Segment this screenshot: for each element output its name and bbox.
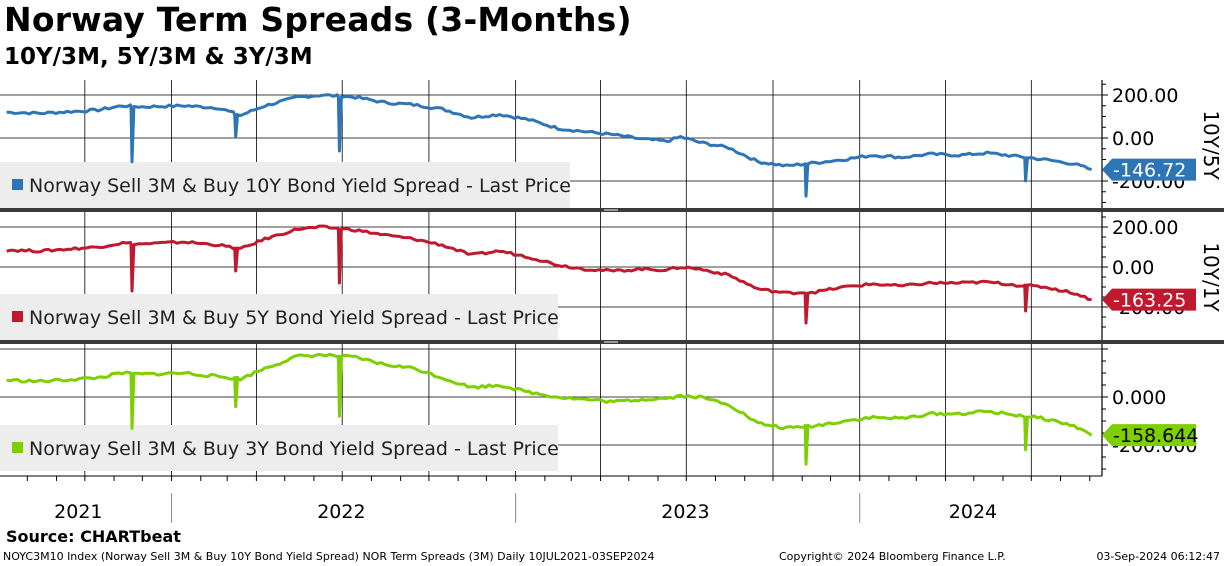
series-line bbox=[6, 224, 1092, 325]
series-line bbox=[6, 93, 1093, 198]
last-value-label: -158.644 bbox=[1113, 425, 1198, 447]
footer-index-info: NOYC3M10 Index (Norway Sell 3M & Buy 10Y… bbox=[3, 550, 655, 563]
legend-label: Norway Sell 3M & Buy 10Y Bond Yield Spre… bbox=[29, 175, 571, 197]
panel-1: Norway Sell 3M & Buy 10Y Bond Yield Spre… bbox=[0, 80, 1223, 208]
x-tick-label: 2023 bbox=[661, 501, 709, 523]
chart-subtitle: 10Y/3M, 5Y/3M & 3Y/3M bbox=[4, 44, 313, 70]
panel-resize-handle bbox=[604, 341, 618, 343]
panel-3: Norway Sell 3M & Buy 3Y Bond Yield Sprea… bbox=[0, 344, 1198, 476]
panel-2: Norway Sell 3M & Buy 5Y Bond Yield Sprea… bbox=[0, 212, 1223, 340]
side-label: 10Y/1Y bbox=[1199, 242, 1223, 312]
legend-label: Norway Sell 3M & Buy 3Y Bond Yield Sprea… bbox=[29, 438, 559, 460]
legend-label: Norway Sell 3M & Buy 5Y Bond Yield Sprea… bbox=[29, 307, 559, 329]
legend-box bbox=[0, 162, 570, 208]
last-value-label: -146.72 bbox=[1113, 160, 1186, 182]
last-value-label: -163.25 bbox=[1113, 290, 1186, 312]
last-value-tag bbox=[1102, 424, 1196, 447]
legend-swatch bbox=[12, 179, 23, 190]
y-tick-label: 200.00 bbox=[1112, 85, 1178, 107]
side-label: 10Y/5Y bbox=[1199, 110, 1223, 180]
legend-swatch bbox=[12, 311, 23, 322]
y-tick-label: 200.00 bbox=[1112, 217, 1178, 239]
y-tick-label: 0.00 bbox=[1112, 257, 1154, 279]
last-value-tag bbox=[1102, 288, 1196, 311]
chart-title: Norway Term Spreads (3-Months) bbox=[4, 0, 632, 39]
footer-copyright: Copyright© 2024 Bloomberg Finance L.P. bbox=[779, 550, 1006, 563]
x-tick-label: 2022 bbox=[317, 501, 365, 523]
panel-resize-handle bbox=[604, 209, 618, 211]
source-note: Source: CHARTbeat bbox=[6, 527, 181, 546]
y-tick-label: 0.000 bbox=[1112, 387, 1166, 409]
series-line bbox=[6, 352, 1093, 466]
legend-box bbox=[0, 425, 558, 471]
y-tick-label: 0.00 bbox=[1112, 128, 1154, 150]
legend-box bbox=[0, 294, 558, 340]
x-tick-label: 2024 bbox=[949, 501, 997, 523]
legend-swatch bbox=[12, 442, 23, 453]
x-tick-label: 2021 bbox=[54, 501, 102, 523]
last-value-tag bbox=[1102, 158, 1196, 181]
footer-timestamp: 03-Sep-2024 06:12:47 bbox=[1096, 550, 1220, 563]
